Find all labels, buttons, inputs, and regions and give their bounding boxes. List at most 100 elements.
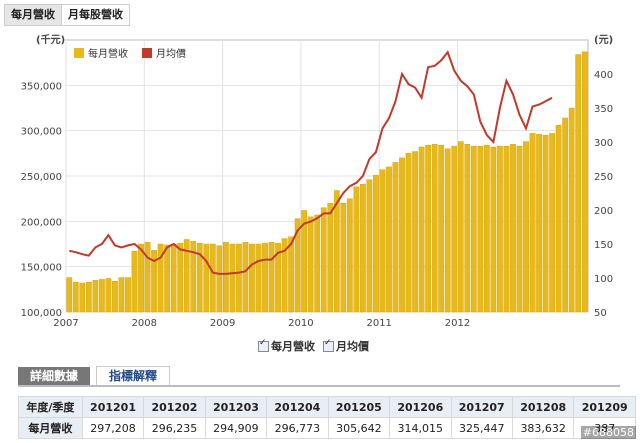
x-tick-label: 2011 [366,318,391,329]
revenue-bar [444,148,451,313]
y-axis-label: (千元) [36,33,65,46]
checkbox-icon[interactable] [258,338,269,352]
toggle-avg-price[interactable]: 月均價 [323,338,369,354]
legend-swatch-avg [142,48,152,58]
revenue-bar [144,241,151,313]
toggle-revenue[interactable]: 每月營收 [258,338,315,354]
tab-monthly-eps-revenue[interactable]: 月每股營收 [62,4,130,26]
revenue-bar [177,242,184,313]
revenue-bar [157,243,164,313]
table-header: 201204 [266,396,329,418]
revenue-bar [523,141,529,313]
tab-monthly-revenue[interactable]: 每月營收 [4,4,62,26]
revenue-bar [412,151,418,313]
y-tick-label: 200,000 [21,217,62,228]
table-cell: 297,208 [81,417,145,439]
revenue-bar [268,241,275,313]
toggle-avg-label: 月均價 [336,340,369,353]
data-table: 年度/季度 201201 201202 201203 201204 201205… [18,396,636,439]
revenue-bar [457,141,464,313]
table-cell: 383,632 [511,417,575,439]
table-cell: 325,447 [450,417,513,439]
revenue-bar [333,190,340,313]
revenue-bar [581,51,588,313]
legend-swatch-revenue [74,48,84,58]
y-right-tick-label: 300 [594,138,613,149]
revenue-bar [105,278,112,313]
revenue-bar [118,277,125,313]
y-right-tick-label: 100 [594,274,613,285]
revenue-bar [555,125,562,313]
revenue-bar [425,144,432,313]
revenue-bar [568,107,575,313]
table-header: 201202 [143,396,206,418]
toggle-revenue-label: 每月營收 [271,340,315,353]
y-right-tick-label: 350 [594,104,613,115]
revenue-bar [438,144,445,313]
revenue-bar [529,133,536,313]
revenue-bar [85,281,92,313]
revenue-bar [229,243,236,313]
revenue-bar [138,243,144,313]
section-tab-bar: 詳細數據 指標解釋 [18,363,620,387]
revenue-bar [392,162,399,313]
table-cell: 296,773 [266,417,329,439]
tab-detail-data[interactable]: 詳細數據 [18,367,91,385]
revenue-bar [346,198,353,313]
revenue-bar [405,153,412,313]
revenue-bar [301,210,308,313]
table-header: 201201 [81,396,145,418]
checkbox-icon[interactable] [323,338,334,352]
table-header: 201207 [450,396,513,418]
revenue-bar [236,243,242,313]
revenue-bar [516,145,523,313]
revenue-bar [497,145,503,313]
revenue-chart: 100,000 150,000 200,000 250,000 300,000 350,0… [21,33,614,329]
table-cell: 294,909 [204,417,268,439]
revenue-bar [79,282,86,313]
x-tick-label: 2008 [132,318,157,329]
revenue-bar [451,145,458,313]
revenue-bar [92,280,99,313]
y-tick-label: 100,000 [21,308,62,319]
revenue-bar [196,242,203,313]
revenue-bar [164,244,171,313]
revenue-bar [288,236,294,313]
table-header: 201206 [389,396,452,418]
revenue-bar [379,169,386,313]
revenue-bar [562,117,569,313]
tab-bar: 每月營收 月每股營收 [4,4,130,26]
revenue-bar [190,241,197,313]
table-header: 201203 [204,396,268,418]
series-toggles: 每月營收 月均價 [258,338,369,354]
revenue-bar [399,157,405,313]
revenue-bar [360,183,366,313]
revenue-bar [542,134,549,313]
revenue-bar [477,145,484,313]
y-right-tick-label: 50 [594,308,607,319]
table-header: 201205 [327,396,391,418]
revenue-bar [216,245,223,313]
revenue-bar [386,166,392,313]
revenue-bar [510,144,516,313]
revenue-bar [72,281,79,313]
y-tick-label: 350,000 [21,81,62,92]
revenue-bar [170,243,177,313]
revenue-bar [275,242,281,313]
y-right-tick-label: 400 [594,70,613,81]
revenue-bar [99,279,105,313]
revenue-bar [536,134,542,313]
revenue-bar [373,174,379,313]
revenue-bar [314,214,321,313]
revenue-bar [66,277,73,313]
x-tick-label: 2007 [53,318,78,329]
table-row: 每月營收 297,208 296,235 294,909 296,773 305… [18,417,636,439]
revenue-bar [249,243,255,313]
revenue-bar [464,144,471,313]
revenue-bar [281,238,288,313]
table-cell: 每月營收 [18,417,83,439]
revenue-bar [503,145,510,313]
tab-indicator-explain[interactable]: 指標解釋 [96,366,171,385]
y-right-tick-label: 200 [594,206,613,217]
x-tick-label: 2010 [288,318,313,329]
